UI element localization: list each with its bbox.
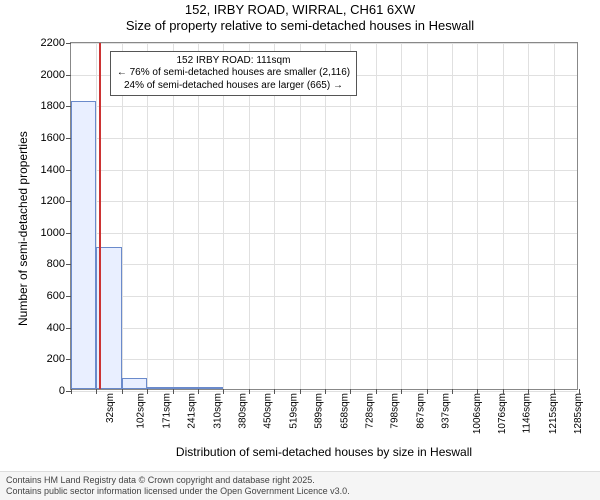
grid-line-v [503,43,504,389]
x-tick-label: 1076sqm [497,393,508,434]
x-tick-mark [350,389,351,394]
x-tick-label: 728sqm [365,393,376,429]
x-tick-mark [401,389,402,394]
x-tick-label: 867sqm [415,393,426,429]
x-tick-mark [122,389,123,394]
annotation-line-larger: 24% of semi-detached houses are larger (… [117,80,350,93]
grid-line-v [528,43,529,389]
x-tick-mark [452,389,453,394]
x-tick-mark [198,389,199,394]
x-tick-mark [325,389,326,394]
plot-area: 0200400600800100012001400160018002000220… [70,42,578,390]
x-axis-label: Distribution of semi-detached houses by … [70,445,578,459]
histogram-bar [71,101,96,389]
attribution-line-1: Contains HM Land Registry data © Crown c… [6,475,594,486]
y-tick-label: 0 [59,385,71,397]
x-tick-label: 32sqm [105,393,116,423]
x-tick-mark [579,389,580,394]
y-tick-label: 1400 [41,164,71,176]
x-tick-label: 1006sqm [472,393,483,434]
x-tick-label: 1215sqm [548,393,559,434]
x-tick-label: 1285sqm [573,393,584,434]
title-line-1: 152, IRBY ROAD, WIRRAL, CH61 6XW [0,2,600,18]
histogram-bar [147,387,172,389]
y-tick-label: 1800 [41,100,71,112]
x-tick-label: 937sqm [441,393,452,429]
x-tick-label: 171sqm [161,393,172,429]
x-tick-label: 241sqm [187,393,198,429]
grid-line-v [554,43,555,389]
grid-line-v [401,43,402,389]
x-tick-mark [477,389,478,394]
y-tick-label: 1000 [41,227,71,239]
grid-line-v [376,43,377,389]
x-tick-mark [223,389,224,394]
x-tick-mark [71,389,72,394]
y-tick-label: 400 [47,322,71,334]
x-tick-label: 310sqm [212,393,223,429]
grid-line-v [477,43,478,389]
x-tick-mark [503,389,504,394]
attribution: Contains HM Land Registry data © Crown c… [0,471,600,500]
y-tick-label: 2200 [41,37,71,49]
histogram-bar [122,378,147,389]
x-tick-mark [274,389,275,394]
x-tick-label: 589sqm [314,393,325,429]
y-tick-label: 800 [47,258,71,270]
x-tick-mark [173,389,174,394]
x-tick-label: 519sqm [288,393,299,429]
x-tick-mark [249,389,250,394]
annotation-box: 152 IRBY ROAD: 111sqm← 76% of semi-detac… [110,51,357,97]
y-tick-label: 200 [47,353,71,365]
chart-title: 152, IRBY ROAD, WIRRAL, CH61 6XW Size of… [0,0,600,35]
x-tick-label: 1146sqm [522,393,533,433]
x-tick-mark [528,389,529,394]
y-tick-label: 1600 [41,132,71,144]
x-tick-mark [376,389,377,394]
property-marker-line [99,43,101,389]
histogram-bar [198,387,223,389]
x-tick-label: 102sqm [136,393,147,429]
annotation-line-property: 152 IRBY ROAD: 111sqm [117,55,350,68]
y-tick-label: 600 [47,290,71,302]
property-size-chart: 152, IRBY ROAD, WIRRAL, CH61 6XW Size of… [0,0,600,500]
x-tick-label: 450sqm [263,393,274,429]
annotation-line-smaller: ← 76% of semi-detached houses are smalle… [117,67,350,80]
x-tick-label: 798sqm [390,393,401,429]
x-tick-mark [147,389,148,394]
grid-line-v [452,43,453,389]
histogram-bar [173,387,198,389]
grid-line-v [427,43,428,389]
x-tick-label: 658sqm [339,393,350,429]
x-tick-mark [300,389,301,394]
y-tick-label: 2000 [41,69,71,81]
title-line-2: Size of property relative to semi-detach… [0,18,600,34]
x-tick-label: 380sqm [238,393,249,429]
x-tick-mark [554,389,555,394]
attribution-line-2: Contains public sector information licen… [6,486,594,497]
y-tick-label: 1200 [41,195,71,207]
x-tick-mark [96,389,97,394]
y-axis-label: Number of semi-detached properties [16,131,30,326]
x-tick-mark [427,389,428,394]
